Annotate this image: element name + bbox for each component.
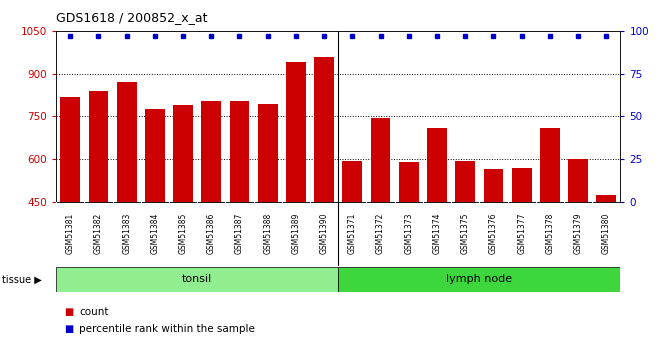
Text: count: count bbox=[79, 307, 109, 317]
Text: GSM51373: GSM51373 bbox=[405, 213, 413, 255]
Bar bbox=[338, 267, 620, 292]
Bar bbox=[371, 118, 391, 202]
Text: GSM51371: GSM51371 bbox=[348, 213, 357, 254]
Bar bbox=[597, 195, 616, 202]
Text: GSM51380: GSM51380 bbox=[602, 213, 611, 254]
Bar bbox=[60, 97, 80, 202]
Text: GSM51376: GSM51376 bbox=[489, 213, 498, 255]
Text: GSM51374: GSM51374 bbox=[432, 213, 442, 255]
Bar bbox=[201, 101, 221, 202]
Bar bbox=[314, 57, 334, 202]
Bar bbox=[117, 82, 137, 202]
Bar bbox=[56, 267, 338, 292]
Text: tonsil: tonsil bbox=[182, 275, 213, 284]
Bar bbox=[230, 101, 249, 202]
Bar bbox=[540, 128, 560, 202]
Bar bbox=[399, 162, 418, 202]
Text: GSM51379: GSM51379 bbox=[574, 213, 583, 255]
Bar bbox=[343, 160, 362, 202]
Text: GSM51378: GSM51378 bbox=[545, 213, 554, 254]
Bar bbox=[512, 168, 531, 202]
Bar bbox=[455, 160, 475, 202]
Text: ■: ■ bbox=[64, 325, 73, 334]
Bar bbox=[145, 109, 165, 202]
Text: GSM51375: GSM51375 bbox=[461, 213, 470, 255]
Bar bbox=[173, 105, 193, 202]
Text: GSM51377: GSM51377 bbox=[517, 213, 526, 255]
Text: GSM51384: GSM51384 bbox=[150, 213, 159, 254]
Text: GSM51386: GSM51386 bbox=[207, 213, 216, 254]
Text: tissue ▶: tissue ▶ bbox=[2, 275, 42, 284]
Text: lymph node: lymph node bbox=[446, 275, 512, 284]
Text: GDS1618 / 200852_x_at: GDS1618 / 200852_x_at bbox=[56, 11, 208, 24]
Bar bbox=[568, 159, 588, 202]
Text: GSM51385: GSM51385 bbox=[179, 213, 187, 254]
Text: ■: ■ bbox=[64, 307, 73, 317]
Text: GSM51381: GSM51381 bbox=[66, 213, 75, 254]
Text: percentile rank within the sample: percentile rank within the sample bbox=[79, 325, 255, 334]
Text: GSM51388: GSM51388 bbox=[263, 213, 272, 254]
Text: GSM51383: GSM51383 bbox=[122, 213, 131, 254]
Text: GSM51372: GSM51372 bbox=[376, 213, 385, 254]
Text: GSM51387: GSM51387 bbox=[235, 213, 244, 254]
Bar bbox=[258, 104, 278, 202]
Text: GSM51389: GSM51389 bbox=[292, 213, 300, 254]
Text: GSM51382: GSM51382 bbox=[94, 213, 103, 254]
Text: GSM51390: GSM51390 bbox=[319, 213, 329, 255]
Bar bbox=[484, 169, 504, 202]
Bar bbox=[88, 91, 108, 202]
Bar bbox=[286, 62, 306, 202]
Bar bbox=[427, 128, 447, 202]
